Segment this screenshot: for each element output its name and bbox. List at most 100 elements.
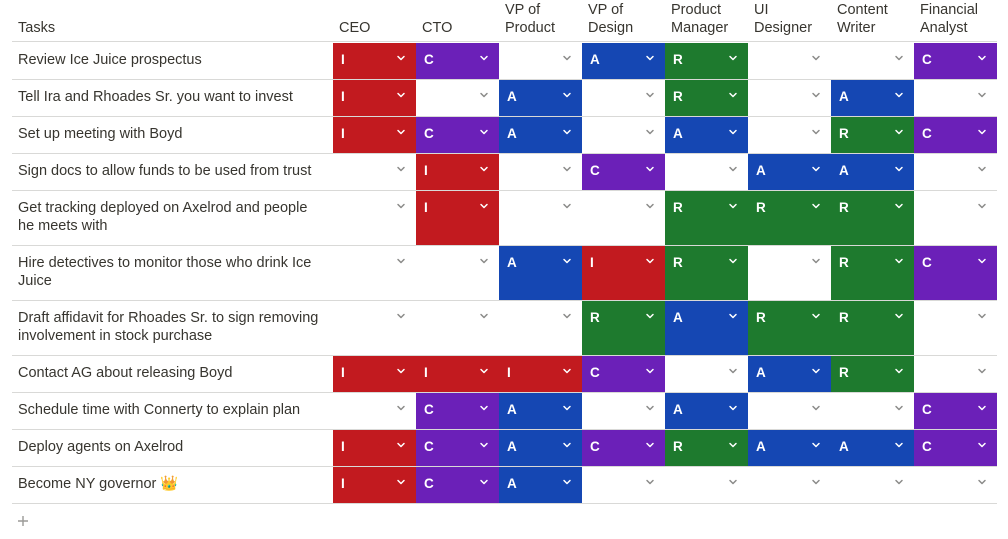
chevron-down-icon[interactable] — [478, 163, 490, 175]
role-select-vp-of-product[interactable] — [499, 301, 582, 355]
chevron-down-icon[interactable] — [727, 402, 739, 414]
role-select-product-manager[interactable]: A — [665, 117, 748, 153]
chevron-down-icon[interactable] — [395, 200, 407, 212]
role-select-cto[interactable]: I — [416, 154, 499, 190]
role-select-ui-designer[interactable]: R — [748, 191, 831, 245]
chevron-down-icon[interactable] — [644, 126, 656, 138]
chevron-down-icon[interactable] — [395, 439, 407, 451]
role-select-product-manager[interactable]: A — [665, 393, 748, 429]
role-select-cto[interactable]: C — [416, 43, 499, 79]
chevron-down-icon[interactable] — [478, 310, 490, 322]
role-select-cto[interactable]: I — [416, 191, 499, 245]
chevron-down-icon[interactable] — [478, 126, 490, 138]
chevron-down-icon[interactable] — [810, 310, 822, 322]
role-select-financial-analyst[interactable]: C — [914, 43, 997, 79]
chevron-down-icon[interactable] — [727, 89, 739, 101]
role-select-ui-designer[interactable] — [748, 467, 831, 503]
chevron-down-icon[interactable] — [810, 52, 822, 64]
chevron-down-icon[interactable] — [976, 439, 988, 451]
role-select-cto[interactable] — [416, 246, 499, 300]
chevron-down-icon[interactable] — [893, 89, 905, 101]
role-select-vp-of-product[interactable]: A — [499, 430, 582, 466]
chevron-down-icon[interactable] — [395, 255, 407, 267]
role-select-vp-of-product[interactable] — [499, 154, 582, 190]
role-select-content-writer[interactable]: R — [831, 356, 914, 392]
task-name[interactable]: Sign docs to allow funds to be used from… — [18, 163, 312, 179]
role-select-vp-of-design[interactable]: R — [582, 301, 665, 355]
chevron-down-icon[interactable] — [727, 163, 739, 175]
role-select-vp-of-design[interactable]: C — [582, 356, 665, 392]
add-row-button[interactable] — [13, 511, 33, 531]
role-select-cto[interactable] — [416, 301, 499, 355]
chevron-down-icon[interactable] — [561, 439, 573, 451]
column-header-product-manager[interactable]: Product Manager — [671, 2, 729, 36]
chevron-down-icon[interactable] — [976, 52, 988, 64]
chevron-down-icon[interactable] — [893, 163, 905, 175]
role-select-vp-of-product[interactable]: A — [499, 80, 582, 116]
chevron-down-icon[interactable] — [478, 200, 490, 212]
role-select-ui-designer[interactable]: R — [748, 301, 831, 355]
column-header-content-writer[interactable]: Content Writer — [837, 2, 888, 36]
task-name[interactable]: Hire detectives to monitor those who dri… — [18, 255, 312, 289]
role-select-content-writer[interactable] — [831, 467, 914, 503]
chevron-down-icon[interactable] — [395, 365, 407, 377]
chevron-down-icon[interactable] — [561, 476, 573, 488]
role-select-vp-of-product[interactable] — [499, 191, 582, 245]
role-select-content-writer[interactable] — [831, 393, 914, 429]
task-name[interactable]: Contact AG about releasing Boyd — [18, 365, 233, 381]
role-select-ceo[interactable]: I — [333, 43, 416, 79]
role-select-ceo[interactable]: I — [333, 80, 416, 116]
chevron-down-icon[interactable] — [727, 52, 739, 64]
chevron-down-icon[interactable] — [561, 255, 573, 267]
chevron-down-icon[interactable] — [810, 476, 822, 488]
role-select-ceo[interactable]: I — [333, 356, 416, 392]
chevron-down-icon[interactable] — [810, 200, 822, 212]
chevron-down-icon[interactable] — [976, 365, 988, 377]
chevron-down-icon[interactable] — [644, 255, 656, 267]
chevron-down-icon[interactable] — [395, 402, 407, 414]
role-select-vp-of-product[interactable]: A — [499, 117, 582, 153]
task-name[interactable]: Review Ice Juice prospectus — [18, 52, 202, 68]
role-select-financial-analyst[interactable]: C — [914, 117, 997, 153]
chevron-down-icon[interactable] — [976, 476, 988, 488]
role-select-vp-of-design[interactable]: C — [582, 430, 665, 466]
role-select-product-manager[interactable] — [665, 356, 748, 392]
role-select-vp-of-design[interactable] — [582, 80, 665, 116]
chevron-down-icon[interactable] — [644, 89, 656, 101]
role-select-financial-analyst[interactable] — [914, 154, 997, 190]
chevron-down-icon[interactable] — [727, 310, 739, 322]
chevron-down-icon[interactable] — [810, 163, 822, 175]
role-select-vp-of-product[interactable]: A — [499, 246, 582, 300]
role-select-financial-analyst[interactable] — [914, 467, 997, 503]
role-select-ceo[interactable] — [333, 246, 416, 300]
role-select-vp-of-product[interactable] — [499, 43, 582, 79]
role-select-vp-of-product[interactable]: I — [499, 356, 582, 392]
chevron-down-icon[interactable] — [478, 52, 490, 64]
role-select-cto[interactable]: C — [416, 117, 499, 153]
chevron-down-icon[interactable] — [561, 200, 573, 212]
role-select-product-manager[interactable] — [665, 154, 748, 190]
chevron-down-icon[interactable] — [810, 439, 822, 451]
chevron-down-icon[interactable] — [644, 310, 656, 322]
task-name[interactable]: Deploy agents on Axelrod — [18, 439, 184, 455]
chevron-down-icon[interactable] — [478, 89, 490, 101]
chevron-down-icon[interactable] — [810, 255, 822, 267]
chevron-down-icon[interactable] — [644, 52, 656, 64]
chevron-down-icon[interactable] — [893, 255, 905, 267]
role-select-ceo[interactable]: I — [333, 467, 416, 503]
column-header-vp-of-product[interactable]: VP of Product — [505, 2, 555, 36]
chevron-down-icon[interactable] — [561, 52, 573, 64]
role-select-content-writer[interactable]: R — [831, 191, 914, 245]
column-header-ceo[interactable]: CEO — [339, 20, 371, 36]
role-select-cto[interactable]: C — [416, 430, 499, 466]
chevron-down-icon[interactable] — [727, 255, 739, 267]
chevron-down-icon[interactable] — [810, 365, 822, 377]
chevron-down-icon[interactable] — [810, 126, 822, 138]
role-select-vp-of-design[interactable]: A — [582, 43, 665, 79]
chevron-down-icon[interactable] — [727, 476, 739, 488]
role-select-financial-analyst[interactable] — [914, 191, 997, 245]
role-select-vp-of-product[interactable]: A — [499, 393, 582, 429]
role-select-ceo[interactable]: I — [333, 430, 416, 466]
role-select-ceo[interactable] — [333, 301, 416, 355]
chevron-down-icon[interactable] — [644, 439, 656, 451]
